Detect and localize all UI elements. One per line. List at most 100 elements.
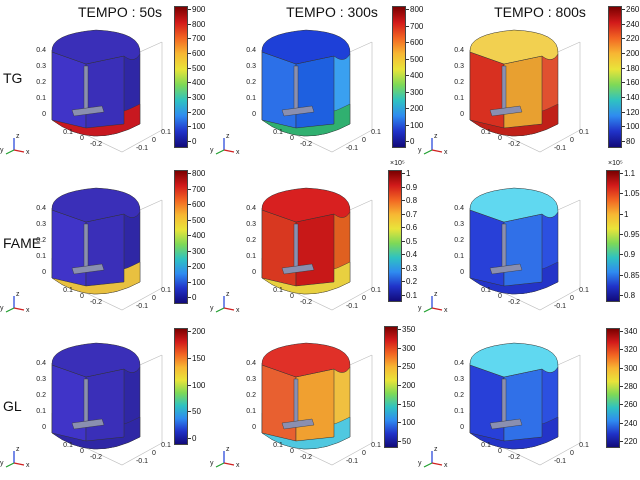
x-tick-label: -0.1: [554, 145, 566, 152]
z-tick-label: 0.2: [246, 392, 256, 399]
colorbar-tick-mark: [620, 274, 623, 276]
z-tick-label: 0.3: [246, 376, 256, 383]
colorbar: [174, 170, 188, 304]
colorbar-tick-label: 240: [626, 19, 640, 29]
cylinder-top-surface: [51, 29, 141, 65]
colorbar-tick-mark: [188, 250, 191, 252]
z-tick-label: 0.3: [36, 376, 46, 383]
colorbar-tick-mark: [620, 404, 623, 406]
colorbar-tick-label: 200: [410, 104, 424, 113]
panel-gl-col0: 0.4 0.3 0.2 0.1 0 0.1 0 -0.2 0.1 0 -0.1 z x y: [0, 325, 232, 480]
colorbar-tick-label: 200: [192, 262, 206, 271]
svg-text:z: z: [16, 291, 20, 298]
colorbar-tick-mark: [398, 422, 401, 424]
z-tick-label: 0.2: [454, 392, 464, 399]
cut-face-left: [51, 209, 87, 287]
x-tick-label: 0.1: [161, 442, 171, 449]
x-tick-label: 0: [570, 137, 574, 144]
svg-text:x: x: [444, 307, 448, 314]
colorbar-tick-label: 1: [624, 209, 629, 219]
axis-triad-icon: z x y: [418, 446, 448, 469]
x-tick-label: 0.1: [371, 442, 381, 449]
colorbar-tick-mark: [402, 213, 405, 215]
colorbar-tick-mark: [620, 367, 623, 369]
x-tick-label: 0: [362, 295, 366, 302]
z-tick-label: 0.4: [36, 47, 46, 54]
colorbar-tick-label: 240: [624, 418, 638, 428]
z-tick-label: 0.4: [454, 360, 464, 367]
x-tick-label: 0.1: [371, 287, 381, 294]
cylinder-plot: 0.4 0.3 0.2 0.1 0 0.1 0 -0.2 0.1 0 -0.1 z x y: [418, 342, 589, 469]
z-tick-label: 0.4: [36, 205, 46, 212]
colorbar-tick-label: 500: [192, 63, 206, 73]
colorbar-tick-mark: [188, 188, 191, 190]
x-tick-label: 0.1: [579, 287, 589, 294]
colorbar-tick-label: 800: [410, 5, 424, 14]
colorbar-tick-mark: [406, 42, 409, 43]
cylinder-plot: 0.4 0.3 0.2 0.1 0 0.1 0 -0.2 0.1 0 -0.1 z x y: [210, 187, 381, 314]
colorbar-tick-label: 0.8: [624, 291, 636, 300]
x-tick-label: 0: [152, 295, 156, 302]
z-tick-label: 0.3: [36, 221, 46, 228]
cut-face-right: [85, 55, 125, 129]
x-tick-label: 0: [152, 137, 156, 144]
z-tick-label: 0: [42, 111, 46, 118]
colorbar-tick-label: 600: [192, 49, 206, 58]
colorbar-tick-label: 900: [192, 5, 206, 14]
colorbar-tick-mark: [406, 58, 409, 60]
colorbar-tick-mark: [402, 295, 405, 296]
colorbar-tick-mark: [406, 75, 409, 76]
colorbar: [174, 328, 188, 445]
colorbar-tick-mark: [188, 384, 191, 386]
y-tick-label: 0: [290, 448, 294, 455]
colorbar-tick-mark: [402, 254, 405, 256]
colorbar-tick-mark: [398, 385, 401, 386]
colorbar-tick-label: 300: [192, 246, 206, 256]
cylinder-top-surface: [261, 187, 351, 223]
y-tick-label: -0.2: [90, 299, 102, 306]
x-tick-label: -0.1: [346, 458, 358, 465]
colorbar-tick-mark: [406, 9, 409, 10]
colorbar-tick-mark: [620, 295, 623, 296]
y-tick-label: 0: [290, 135, 294, 142]
impeller-blade: [281, 418, 315, 430]
z-tick-label: 0.2: [454, 79, 464, 86]
colorbar-tick-label: 350: [402, 325, 416, 334]
svg-text:x: x: [444, 149, 448, 156]
axis-triad-icon: z x y: [210, 446, 240, 469]
colorbar-tick-label: 200: [402, 381, 416, 390]
colorbar-tick-mark: [406, 124, 409, 126]
svg-text:x: x: [26, 149, 30, 156]
colorbar-tick-mark: [620, 234, 623, 235]
panel-gl-col2: 0.4 0.3 0.2 0.1 0 0.1 0 -0.2 0.1 0 -0.1 z x y: [418, 325, 640, 480]
colorbar-tick-label: 120: [626, 107, 640, 117]
z-tick-label: 0: [252, 424, 256, 431]
x-tick-label: -0.1: [554, 458, 566, 465]
colorbar-tick-label: 800: [192, 169, 206, 178]
x-tick-label: -0.1: [346, 145, 358, 152]
cut-face-left: [469, 364, 505, 442]
impeller-shaft: [501, 65, 507, 113]
colorbar-tick-label: 0.9: [624, 250, 636, 260]
colorbar-tick-label: 220: [624, 437, 638, 446]
colorbar-tick-label: 800: [192, 19, 206, 29]
svg-text:z: z: [226, 446, 230, 453]
cut-face-left: [51, 51, 87, 129]
colorbar-tick-label: 0.95: [624, 230, 640, 239]
svg-text:z: z: [16, 133, 20, 140]
impeller-blade: [489, 418, 523, 430]
colorbar: [392, 6, 406, 148]
impeller-shaft: [293, 65, 299, 113]
impeller-shaft: [83, 223, 89, 271]
colorbar-tick-label: 600: [410, 38, 424, 47]
colorbar-tick-mark: [188, 204, 191, 205]
cut-face-left: [469, 209, 505, 287]
colorbar-tick-label: 180: [626, 63, 640, 73]
impeller-blade: [489, 105, 523, 117]
z-tick-label: 0.1: [454, 408, 464, 415]
cut-face-right: [295, 55, 335, 129]
colorbar-tick-mark: [402, 227, 405, 229]
colorbar: [606, 328, 620, 448]
y-tick-label: -0.2: [508, 141, 520, 148]
colorbar-tick-label: 0.8: [406, 196, 418, 206]
